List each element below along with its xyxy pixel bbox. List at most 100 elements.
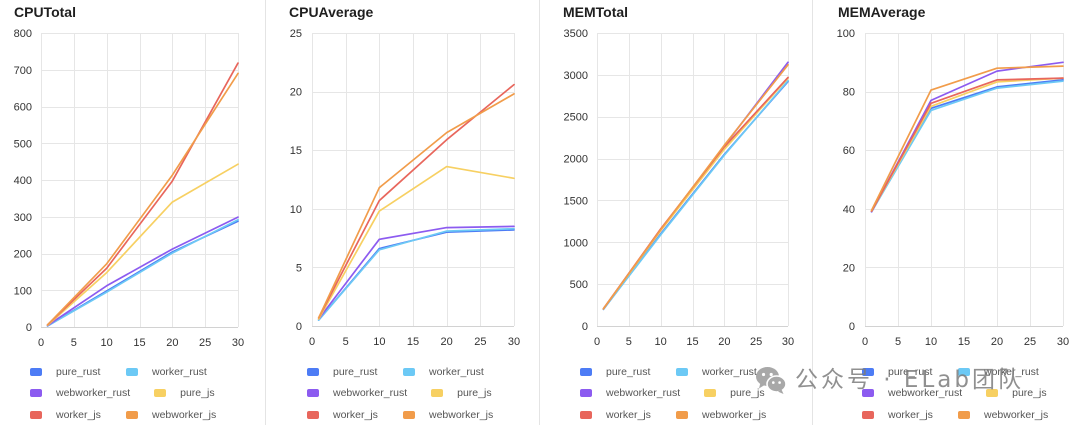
legend-item-pure_rust[interactable]: pure_rust — [30, 366, 102, 378]
legend-label: worker_rust — [152, 365, 207, 378]
legend-swatch — [580, 367, 592, 376]
legend-label: worker_js — [606, 408, 651, 421]
legend-swatch — [704, 389, 717, 398]
legend-item-webworker_js[interactable]: webworker_js — [958, 409, 1048, 421]
legend-item-worker_js[interactable]: worker_js — [30, 409, 102, 421]
legend-label: webworker_js — [152, 408, 217, 421]
grid — [312, 33, 515, 327]
chart-title-cpu-total: CPUTotal — [14, 4, 76, 20]
series-lines — [870, 61, 1064, 213]
series-line-pure_rust — [870, 79, 1064, 213]
legend-swatch — [958, 367, 970, 376]
legend-item-worker_js[interactable]: worker_js — [307, 409, 379, 421]
legend-item-webworker_js[interactable]: webworker_js — [126, 409, 216, 421]
chart-title-mem-total: MEMTotal — [563, 4, 629, 20]
legend-item-pure_js[interactable]: pure_js — [986, 387, 1047, 400]
legend-swatch — [126, 367, 138, 376]
series-line-webworker_js — [317, 93, 515, 319]
chart-cpu-average: 0 5 10 15 20 25 30 0 5 10 15 20 25 — [290, 28, 520, 348]
legend-item-worker_rust[interactable]: worker_rust — [126, 366, 207, 378]
legend-mem-average: pure_rust worker_rust webworker_rust pure_j… — [862, 361, 1048, 426]
legend-swatch — [126, 410, 138, 419]
x-tick-label: 10 — [101, 337, 113, 349]
legend-swatch — [403, 367, 415, 376]
y-tick-label: 1000 — [564, 237, 588, 249]
legend-label: pure_rust — [888, 365, 933, 378]
y-tick-label: 2500 — [564, 112, 588, 124]
legend-row: pure_rust worker_rust — [307, 361, 493, 383]
x-tick-label: 15 — [686, 336, 698, 348]
legend-swatch — [862, 367, 874, 376]
legend-label: worker_js — [333, 408, 378, 421]
legend-label: worker_js — [888, 408, 933, 421]
legend-item-webworker_rust[interactable]: webworker_rust — [580, 387, 680, 399]
legend-item-pure_rust[interactable]: pure_rust — [862, 366, 934, 378]
y-tick-label: 60 — [843, 145, 855, 157]
legend-swatch — [862, 389, 874, 398]
legend-item-pure_rust[interactable]: pure_rust — [307, 366, 379, 378]
legend-swatch — [403, 410, 415, 419]
chart-mem-average: 0 5 10 15 20 25 30 0 20 40 60 80 100 — [837, 28, 1069, 348]
legend-mem-total: pure_rust worker_rust webworker_rust pure_j… — [580, 361, 766, 426]
legend-item-pure_js[interactable]: pure_js — [704, 387, 765, 399]
legend-item-webworker_rust[interactable]: webworker_rust — [30, 387, 130, 399]
legend-item-worker_rust[interactable]: worker_rust — [676, 366, 757, 378]
x-tick-label: 25 — [1024, 336, 1036, 348]
x-tick-label: 30 — [232, 337, 244, 349]
legend-item-webworker_js[interactable]: webworker_js — [403, 409, 493, 421]
legend-label: webworker_rust — [56, 387, 131, 400]
series-line-webworker_rust — [46, 216, 239, 327]
legend-label: pure_js — [180, 387, 215, 400]
legend-label: webworker_rust — [333, 387, 408, 400]
legend-item-worker_rust[interactable]: worker_rust — [403, 366, 484, 378]
y-tick-label: 300 — [14, 212, 32, 224]
x-tick-label: 10 — [373, 336, 385, 348]
x-tick-label: 20 — [991, 336, 1003, 348]
legend-swatch — [307, 389, 319, 398]
x-tick-label: 5 — [626, 336, 632, 348]
y-tick-label: 15 — [290, 145, 302, 157]
legend-item-pure_js[interactable]: pure_js — [431, 387, 492, 400]
x-tick-label: 5 — [71, 337, 77, 349]
y-tick-label: 5 — [296, 262, 302, 274]
legend-label: worker_rust — [429, 365, 484, 378]
legend-item-pure_js[interactable]: pure_js — [154, 387, 215, 400]
legend-swatch — [580, 410, 592, 419]
legend-row: pure_rust worker_rust — [862, 361, 1048, 383]
panel-divider — [812, 0, 813, 425]
panel-mem-total: MEMTotal 0 5 10 15 20 25 30 0 500 1000 1500 2000 250… — [542, 0, 812, 425]
legend-item-webworker_rust[interactable]: webworker_rust — [307, 387, 407, 399]
y-tick-label: 2000 — [564, 154, 588, 166]
legend-swatch — [307, 367, 319, 376]
legend-item-worker_js[interactable]: worker_js — [862, 409, 934, 421]
grid — [865, 33, 1064, 327]
x-tick-label: 0 — [38, 337, 44, 349]
legend-swatch — [307, 410, 319, 419]
y-tick-label: 40 — [843, 204, 855, 216]
legend-item-webworker_rust[interactable]: webworker_rust — [862, 387, 962, 399]
series-line-pure_rust — [602, 80, 789, 311]
legend-label: pure_js — [457, 387, 492, 400]
legend-item-worker_rust[interactable]: worker_rust — [958, 366, 1039, 378]
legend-cpu-average: pure_rust worker_rust webworker_rust pure_j… — [307, 361, 493, 426]
y-tick-label: 100 — [14, 285, 32, 297]
x-tick-label: 0 — [862, 336, 868, 348]
y-tick-label: 700 — [14, 65, 32, 77]
legend-item-worker_js[interactable]: worker_js — [580, 409, 652, 421]
x-tick-label: 10 — [925, 336, 937, 348]
x-tick-label: 30 — [508, 336, 520, 348]
legend-label: pure_js — [1012, 387, 1047, 400]
x-tick-label: 30 — [782, 336, 794, 348]
series-line-webworker_js — [870, 65, 1064, 212]
series-line-worker_js — [317, 83, 515, 319]
y-tick-label: 0 — [582, 321, 588, 333]
legend-row: webworker_rust pure_js — [862, 383, 1048, 405]
series-lines — [46, 62, 239, 327]
y-tick-label: 10 — [290, 204, 302, 216]
legend-label: webworker_js — [429, 408, 494, 421]
legend-item-pure_rust[interactable]: pure_rust — [580, 366, 652, 378]
legend-item-webworker_js[interactable]: webworker_js — [676, 409, 766, 421]
x-tick-label: 10 — [655, 336, 667, 348]
